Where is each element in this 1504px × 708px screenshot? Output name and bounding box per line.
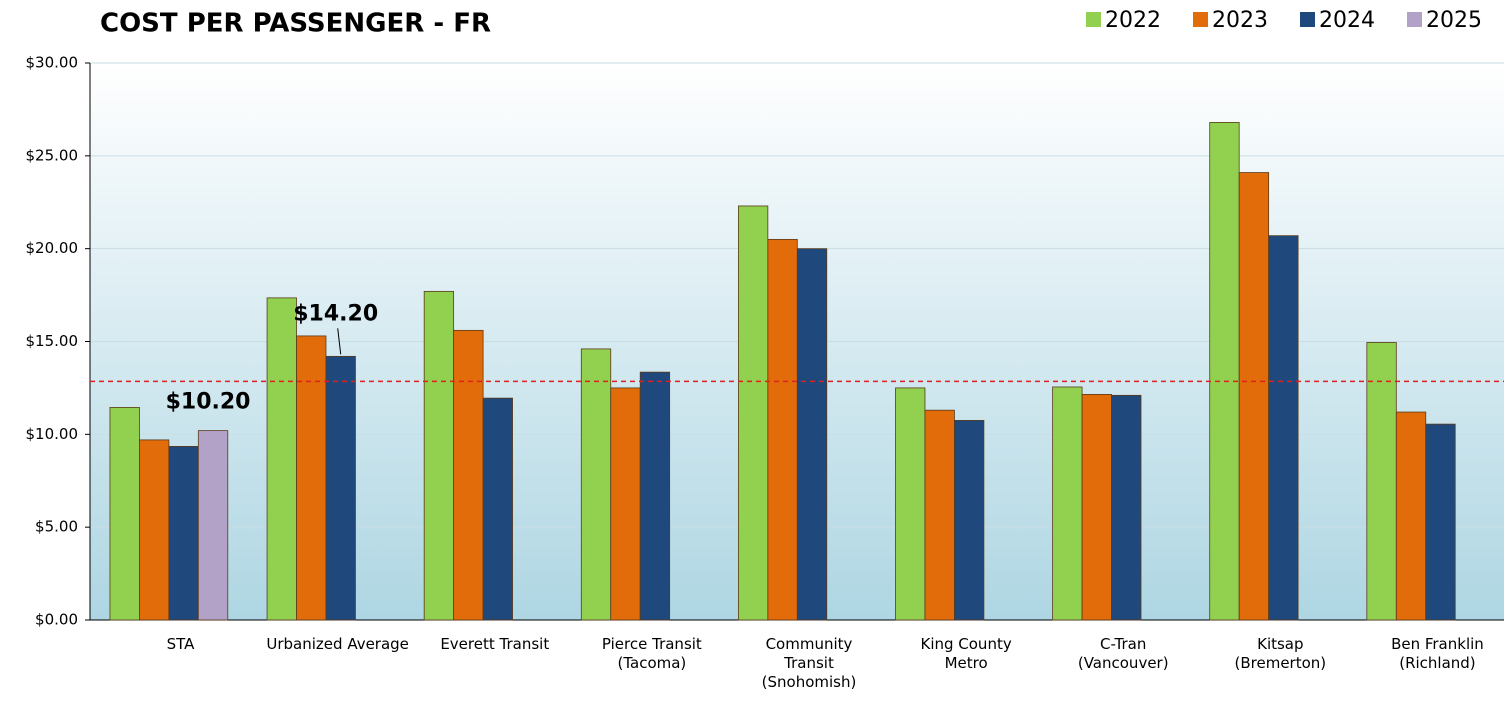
bar [266, 297, 297, 621]
bar [325, 355, 356, 621]
y-tick-label: $0.00 [35, 611, 78, 629]
label-leader [337, 328, 342, 355]
y-tick-label: $25.00 [26, 146, 79, 164]
data-label: $10.20 [166, 390, 251, 415]
y-tick-label: $10.00 [26, 425, 79, 443]
bar [737, 205, 769, 621]
bar [1238, 172, 1270, 621]
y-tick-label: $5.00 [35, 518, 78, 536]
bar [767, 238, 798, 621]
legend-swatch [1407, 12, 1422, 27]
y-tick-label: $15.00 [26, 332, 79, 350]
bar [296, 335, 327, 621]
bar [1395, 411, 1427, 621]
bar [610, 387, 641, 621]
bar [1425, 423, 1456, 621]
x-tick-label: C-Tran (Vancouver) [1077, 635, 1169, 672]
chart-title: COST PER PASSENGER - FR [100, 9, 491, 39]
x-tick-label: Urbanized Average [266, 635, 409, 653]
bar [1209, 122, 1240, 621]
bar [482, 397, 513, 621]
legend-label: 2022 [1105, 8, 1161, 33]
legend-label: 2024 [1319, 8, 1375, 33]
x-tick-label: Community Transit (Snohomish) [761, 635, 857, 691]
legend-swatch [1086, 12, 1101, 27]
bar [453, 329, 484, 621]
bar [796, 248, 828, 621]
bar [954, 420, 985, 621]
x-tick-label: STA [166, 635, 195, 653]
bar [1366, 342, 1397, 621]
bar [423, 290, 455, 621]
bar [1111, 394, 1142, 621]
x-tick-label: Pierce Transit (Tacoma) [601, 635, 702, 672]
bar [580, 348, 612, 621]
x-tick-label: King County Metro [920, 635, 1012, 672]
bar [1268, 235, 1299, 621]
x-tick-label: Ben Franklin (Richland) [1391, 635, 1484, 672]
bar [1052, 386, 1083, 621]
x-tick-label: Everett Transit [440, 635, 550, 653]
legend-swatch [1193, 12, 1208, 27]
bar [139, 439, 170, 621]
x-tick-label: Kitsap (Bremerton) [1234, 635, 1327, 672]
bar [639, 371, 671, 621]
bar [197, 430, 229, 621]
bar [109, 407, 140, 621]
bar [168, 446, 199, 621]
bar [924, 409, 955, 621]
legend-swatch [1300, 12, 1315, 27]
legend-label: 2023 [1212, 8, 1268, 33]
data-label: $14.20 [293, 301, 378, 326]
y-tick-label: $20.00 [26, 239, 79, 257]
y-tick-label: $30.00 [26, 54, 79, 72]
bar [1081, 394, 1112, 621]
bar [895, 387, 926, 621]
legend-label: 2025 [1426, 8, 1482, 33]
